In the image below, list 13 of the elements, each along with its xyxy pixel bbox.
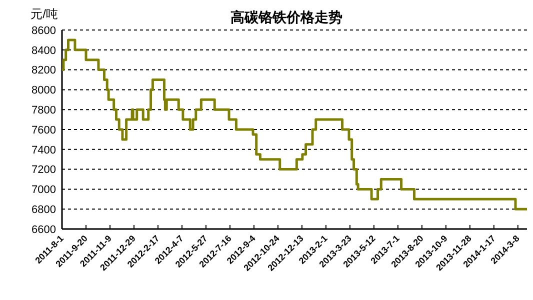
y-tick-label: 6800 bbox=[32, 204, 56, 216]
chart-title: 高碳铬铁价格走势 bbox=[230, 9, 342, 25]
y-tick-label: 8400 bbox=[32, 44, 56, 57]
y-tick-label: 7600 bbox=[32, 124, 56, 136]
y-tick-label: 7400 bbox=[32, 144, 56, 156]
y-tick-label: 8200 bbox=[32, 64, 56, 77]
y-tick-label: 8600 bbox=[32, 24, 56, 37]
y-axis-title: 元/吨 bbox=[30, 7, 58, 21]
y-tick-label: 6600 bbox=[32, 224, 56, 236]
y-tick-label: 7000 bbox=[32, 184, 56, 196]
y-tick-label: 7200 bbox=[32, 164, 56, 176]
y-tick-label: 8000 bbox=[32, 84, 56, 97]
y-tick-label: 7800 bbox=[32, 104, 56, 116]
